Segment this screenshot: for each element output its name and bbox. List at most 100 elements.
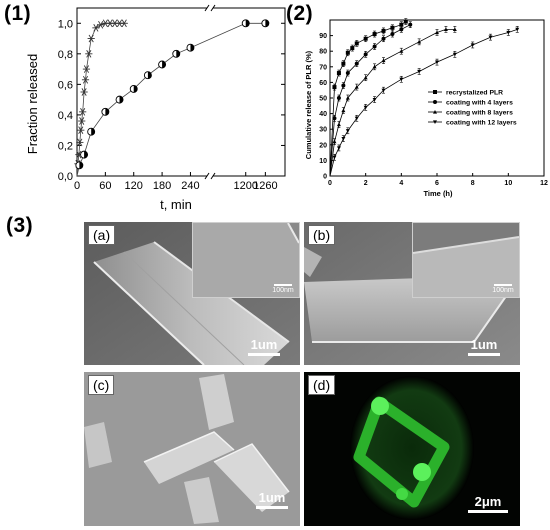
chart1-xtick-4: 240: [181, 180, 199, 192]
chart2-legend-label-2: coating with 8 layers: [446, 110, 513, 117]
chart1-series-1-point: [80, 150, 89, 159]
chart2-series-1-line: [329, 24, 411, 177]
chart1-ylabel: Fraction released: [25, 54, 40, 154]
chart1-series-0-point: [80, 88, 88, 96]
chart2-series-1-point: [390, 32, 395, 37]
chart2-series-1-point: [332, 116, 337, 121]
chart1-ytick-4: 0,8: [58, 49, 73, 61]
chart2-xtick-3: 6: [435, 180, 439, 187]
chart2-series-1-point: [354, 61, 359, 66]
chart1-series-0-point: [120, 19, 128, 28]
chart2-legend-marker-3: [433, 120, 437, 124]
sem-c-picture: [84, 372, 300, 526]
chart1-series-1-point: [75, 161, 84, 170]
chart2-legend-marker-1: [433, 100, 437, 104]
chart2-series-2-point: [354, 85, 359, 89]
chart2-series-3-point: [381, 88, 386, 93]
chart2-series-1-point: [372, 44, 377, 49]
chart1-series-1-point: [87, 127, 96, 136]
chart2-series-2-point: [435, 30, 439, 35]
chart2-ytick-4: 40: [319, 111, 327, 118]
chart2-series-1-point: [363, 52, 368, 57]
chart2-series-1-point: [336, 96, 341, 100]
chart2-xtick-1: 2: [364, 180, 368, 187]
chart2-series-1-point: [408, 22, 413, 27]
chart1-ytick-2: 0,4: [58, 110, 73, 122]
chart1-series-1-point: [241, 19, 250, 28]
chart1-series-1-point: [129, 84, 138, 93]
chart1-series-0-point: [76, 138, 84, 147]
chart2-xtick-6: 12: [540, 180, 548, 187]
fluorescence-d-picture: [304, 372, 520, 526]
chart2-ytick-8: 80: [319, 49, 327, 56]
sem-image-b: 100nm (b) 1um: [304, 222, 520, 365]
sem-a-label: (a): [88, 225, 116, 245]
chart1-xtick-6: 1260: [253, 180, 277, 192]
chart2-series-0-point: [336, 71, 341, 76]
chart2-xtick-0: 0: [328, 180, 332, 187]
chart2-ytick-3: 30: [319, 127, 327, 134]
chart2-series-0-point: [350, 46, 355, 51]
chart1-ytick-5: 1,0: [58, 18, 73, 30]
chart2-series-0-point: [363, 36, 368, 41]
chart2-xtick-4: 8: [471, 180, 475, 187]
chart2-series-2-point: [332, 139, 337, 144]
chart2-series-2-point: [381, 58, 386, 63]
chart2-series-3-point: [332, 155, 337, 160]
chart2-series-1-point: [341, 83, 346, 88]
chart2-series-0-point: [399, 22, 404, 27]
chart1-xtick-0: 0: [74, 180, 80, 192]
chart2-series-2-point: [443, 27, 448, 31]
sem-b-scale-bar: 1um: [466, 337, 502, 357]
chart2-ytick-2: 20: [319, 142, 327, 149]
chart2-series-0-point: [390, 25, 395, 30]
chart2-series-0-point: [354, 41, 359, 46]
chart2-legend-label-3: coating with 12 layers: [446, 120, 517, 127]
chart1-xtick-2: 120: [125, 180, 143, 192]
chart2-series-3-point: [345, 129, 350, 133]
sem-a-inset-scale: 100nm: [271, 284, 295, 294]
chart2-series-2-point: [417, 39, 422, 44]
chart2-ytick-7: 70: [319, 64, 327, 71]
chart2-series-2-point: [372, 64, 377, 69]
chart2-legend-marker-0: [433, 90, 437, 94]
chart2-ytick-0: 0: [323, 174, 327, 181]
chart1-ytick-1: 0,2: [58, 140, 73, 152]
chart2-series-3-point: [435, 60, 439, 65]
chart1-ytick-0: 0,0: [58, 171, 73, 183]
chart2-series-3-point: [354, 116, 359, 121]
chart1-series-1-point: [261, 19, 270, 28]
sem-image-a: 100nm (a) 1um: [84, 222, 300, 365]
chart1-series-1-line: [76, 22, 266, 177]
chart2-ytick-1: 10: [319, 158, 327, 165]
sem-c-scale-bar: 1um: [254, 490, 290, 510]
chart2-series-3-point: [470, 43, 475, 47]
chart2-ytick-5: 50: [319, 96, 327, 103]
chart2-series-3-point: [399, 77, 404, 82]
chart1-series-0-point: [82, 65, 91, 73]
fluorescence-image-d: (d) 2μm: [304, 372, 520, 526]
chart2-series-1-point: [345, 71, 350, 76]
chart1-series-0-point: [85, 49, 93, 58]
chart2-series-2-line: [329, 29, 455, 177]
chart2-series-0-line: [329, 21, 407, 177]
chart2-series-0-point: [332, 85, 337, 90]
panel-label-2: (2): [286, 2, 314, 25]
chart1-axis-break-bottom: [204, 172, 210, 180]
chart2-legend-label-0: recrystalized PLR: [446, 90, 503, 97]
chart1-series-1-point: [101, 107, 110, 116]
chart2-series-0-point: [341, 61, 346, 66]
sem-c-label: (c): [88, 375, 115, 395]
sem-a-scale-bar: 1um: [246, 337, 282, 357]
chart2-series-0-point: [345, 50, 350, 55]
chart2-legend-label-1: coating with 4 layers: [446, 100, 513, 107]
release-chart-1: Fraction released t, min 0,0 0,2 0,4 0,6 0,8…: [25, 4, 286, 212]
chart1-xtick-5: 1200: [233, 180, 257, 192]
fluorescence-d-scale-bar: 2μm: [466, 494, 510, 514]
chart2-ytick-9: 90: [319, 33, 327, 40]
chart1-axis-break-top: [204, 4, 210, 12]
chart2-frame: [329, 19, 545, 177]
sem-a-inset: 100nm: [192, 222, 300, 298]
chart1-series-0-point: [78, 117, 86, 125]
panel-label-1: (1): [4, 2, 32, 25]
